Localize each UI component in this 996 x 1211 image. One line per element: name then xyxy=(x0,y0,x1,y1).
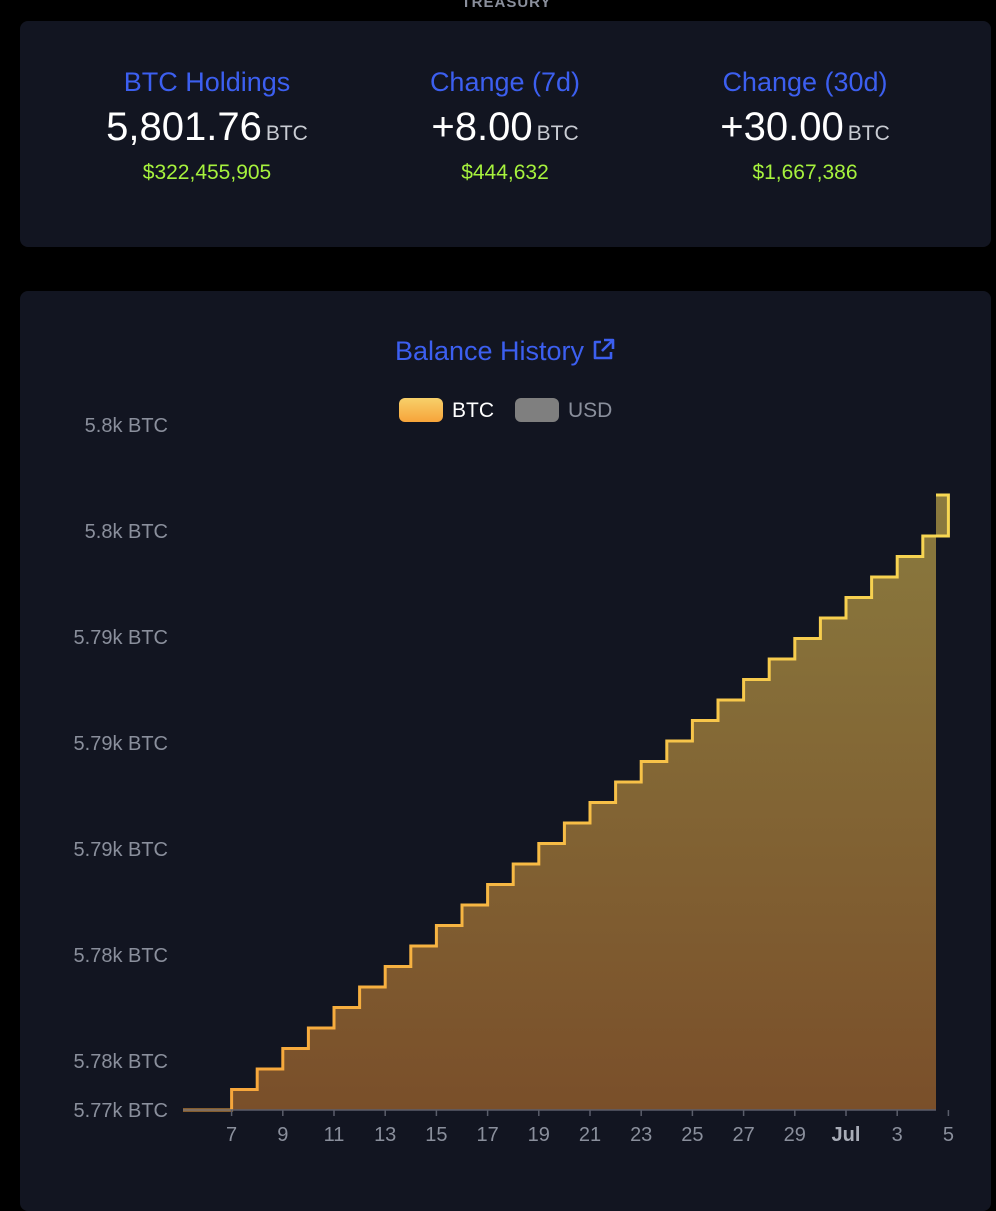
x-tick-label: 15 xyxy=(425,1124,447,1146)
btc-area-fill xyxy=(183,495,949,1110)
legend-label: USD xyxy=(568,399,612,422)
stat-usd-value: $1,667,386 xyxy=(752,161,858,184)
stat-change-7d: Change (7d) +8.00 BTC $444,632 xyxy=(355,61,655,188)
chart-title-link[interactable]: Balance History xyxy=(20,331,991,374)
x-tick-label: 21 xyxy=(579,1124,601,1146)
stat-unit: BTC xyxy=(847,122,890,145)
x-tick-label: 9 xyxy=(277,1124,288,1146)
legend-swatch xyxy=(399,398,443,422)
x-tick-label: Jul xyxy=(832,1124,861,1146)
stat-value: +8.00 xyxy=(431,105,533,149)
y-tick-label: 5.77k BTC xyxy=(74,1100,168,1122)
balance-history-chart: BTC USD 5.8k BTC 5.8k BTC 5.79k BTC 5.79k BT… xyxy=(74,398,954,1146)
stat-unit: BTC xyxy=(536,122,579,145)
stat-title: Change (7d) xyxy=(429,67,581,97)
y-tick-label: 5.79k BTC xyxy=(74,733,168,755)
x-tick-label: 3 xyxy=(892,1124,903,1146)
y-tick-label: 5.79k BTC xyxy=(74,839,168,861)
y-tick-label: 5.78k BTC xyxy=(74,945,168,967)
stats-card: BTC Holdings 5,801.76 BTC $322,455,905 Ch… xyxy=(20,21,991,247)
stat-btc-holdings: BTC Holdings 5,801.76 BTC $322,455,905 xyxy=(57,61,357,188)
stat-main: +8.00 BTC xyxy=(355,102,655,161)
chart-title: Balance History xyxy=(394,336,585,366)
legend-item-usd[interactable]: USD xyxy=(515,398,612,422)
y-tick-label: 5.78k BTC xyxy=(74,1051,168,1073)
legend-item-btc[interactable]: BTC xyxy=(399,398,494,422)
y-tick-label: 5.8k BTC xyxy=(85,521,168,543)
legend-label: BTC xyxy=(452,399,494,422)
y-tick-label: 5.79k BTC xyxy=(74,627,168,649)
stat-unit: BTC xyxy=(265,122,308,145)
y-tick-label: 5.8k BTC xyxy=(85,415,168,437)
legend-swatch xyxy=(515,398,559,422)
stat-main: 5,801.76 BTC xyxy=(57,102,357,161)
x-tick-label: 29 xyxy=(784,1124,806,1146)
stat-value: 5,801.76 xyxy=(106,105,262,149)
x-tick-label: 23 xyxy=(630,1124,652,1146)
stat-usd-value: $322,455,905 xyxy=(142,161,272,184)
x-tick-label: 13 xyxy=(374,1124,396,1146)
x-tick-label: 7 xyxy=(226,1124,237,1146)
stat-main: +30.00 BTC xyxy=(655,102,955,161)
x-tick-label: 17 xyxy=(476,1124,498,1146)
external-link-icon[interactable] xyxy=(590,334,616,374)
chart-card: Balance History BTC USD 5.8k BTC 5.8k BTC 5… xyxy=(20,291,991,1211)
stat-title: Change (30d) xyxy=(722,67,888,97)
btc-series-line xyxy=(183,493,950,1112)
x-tick-label: 25 xyxy=(681,1124,703,1146)
stat-title: BTC Holdings xyxy=(123,67,291,97)
x-tick-label: 19 xyxy=(528,1124,550,1146)
stat-value: +30.00 xyxy=(720,105,844,149)
x-tick-label: 27 xyxy=(732,1124,754,1146)
x-tick-label: 11 xyxy=(324,1124,345,1146)
stat-usd-value: $444,632 xyxy=(461,161,549,184)
stat-change-30d: Change (30d) +30.00 BTC $1,667,386 xyxy=(655,61,955,188)
section-label: TREASURY xyxy=(461,0,552,11)
x-tick-label: 5 xyxy=(943,1124,954,1146)
